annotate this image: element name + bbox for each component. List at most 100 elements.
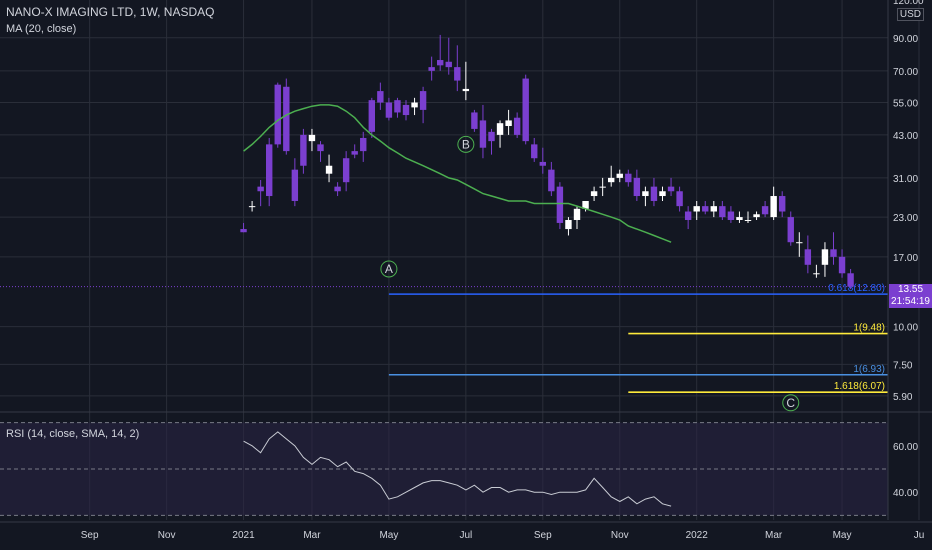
candle-body — [770, 196, 777, 218]
candle-body — [659, 191, 666, 197]
candle-body — [437, 60, 444, 66]
candle — [325, 154, 333, 183]
candle — [351, 144, 358, 159]
candle-body — [779, 196, 786, 212]
candle — [787, 211, 794, 246]
y-tick-label: 17.00 — [893, 253, 918, 264]
candle-body — [608, 177, 615, 183]
candle — [377, 82, 384, 110]
candle — [505, 109, 512, 135]
candle — [411, 97, 418, 116]
candle-body — [847, 273, 854, 287]
candle — [761, 200, 769, 218]
candle — [283, 78, 290, 155]
candle — [394, 97, 401, 118]
candle-body — [830, 249, 837, 257]
x-tick-label: Sep — [81, 530, 99, 541]
candle-body — [377, 91, 384, 103]
candle — [334, 182, 341, 197]
x-tick-label: Mar — [303, 530, 321, 541]
wave-label-text: B — [462, 137, 470, 151]
y-tick-label: 23.00 — [893, 213, 918, 224]
x-tick-label: May — [379, 530, 398, 541]
candle-body — [462, 88, 470, 92]
candle-body — [556, 186, 564, 223]
candle — [257, 180, 264, 207]
candle-body — [411, 102, 418, 108]
candle-body — [428, 67, 435, 71]
candle — [479, 104, 487, 159]
candle-body — [342, 158, 350, 183]
candle-body — [454, 67, 461, 81]
candle-body — [667, 186, 675, 192]
candle — [240, 222, 247, 233]
candle — [419, 86, 427, 124]
candle — [437, 34, 444, 71]
x-tick-label: Nov — [158, 530, 176, 541]
symbol-title[interactable]: NANO-X IMAGING LTD, 1W, NASDAQ — [6, 5, 215, 19]
candle — [308, 128, 316, 152]
candle-body — [702, 206, 709, 212]
rsi-y-tick-label: 40.00 — [893, 488, 918, 499]
candle — [274, 82, 281, 148]
candle-body — [590, 191, 598, 197]
candle-body — [804, 249, 812, 265]
candle-body — [548, 169, 555, 192]
candle-body — [334, 186, 341, 192]
candle-body — [488, 131, 495, 142]
last-price-value: 13.55 — [897, 284, 924, 295]
y-tick-label: 5.90 — [893, 392, 913, 403]
candle-body — [565, 219, 572, 230]
candle-body — [582, 200, 589, 209]
candle — [804, 235, 812, 274]
candle-body — [274, 84, 281, 145]
rsi-y-tick-label: 60.00 — [893, 442, 918, 453]
candle — [342, 151, 350, 192]
candle — [317, 141, 324, 162]
ma-indicator-label[interactable]: MA (20, close) — [6, 23, 77, 35]
fib-level-label: 1(9.48) — [853, 323, 885, 334]
candle — [368, 97, 375, 138]
rsi-panel-plot: 60.00 40.00 — [0, 422, 918, 516]
candle-body — [616, 173, 623, 178]
candle — [565, 217, 572, 236]
y-tick-label: 43.00 — [893, 131, 918, 142]
candle-body — [394, 100, 401, 113]
candle — [693, 200, 700, 220]
rsi-indicator-label[interactable]: RSI (14, close, SMA, 14, 2) — [6, 428, 140, 440]
rsi-line — [243, 431, 672, 507]
candle-body — [360, 137, 367, 152]
ma-line — [243, 104, 672, 243]
wave-label: A — [380, 260, 398, 278]
candle — [847, 268, 854, 290]
candle — [548, 161, 555, 197]
candle — [830, 232, 837, 265]
candle-body — [787, 217, 794, 243]
candle — [616, 169, 623, 183]
candle — [779, 191, 786, 218]
x-tick-label: 2022 — [686, 530, 709, 541]
last-price-tag: 13.55 21:54:19 — [889, 284, 932, 308]
candle-body — [761, 206, 769, 215]
candle — [744, 211, 752, 223]
wave-label-circle — [457, 135, 475, 153]
candle-body — [522, 78, 529, 142]
candle — [582, 200, 589, 212]
candle-body — [744, 219, 752, 221]
candle-body — [479, 120, 487, 148]
x-tick-label: Mar — [765, 530, 783, 541]
fib-level-label: 1.618(6.07) — [834, 381, 885, 392]
candle — [719, 200, 726, 220]
y-tick-label: 55.00 — [893, 99, 918, 110]
candle — [556, 182, 564, 230]
candle-body — [513, 117, 521, 135]
candle — [488, 128, 495, 155]
candle — [702, 200, 709, 215]
candle — [454, 45, 461, 92]
x-tick-label: Jul — [459, 530, 472, 541]
candle-body — [753, 214, 760, 218]
wave-label-text: C — [786, 396, 795, 410]
candle-body — [385, 102, 393, 118]
candle — [633, 169, 641, 201]
